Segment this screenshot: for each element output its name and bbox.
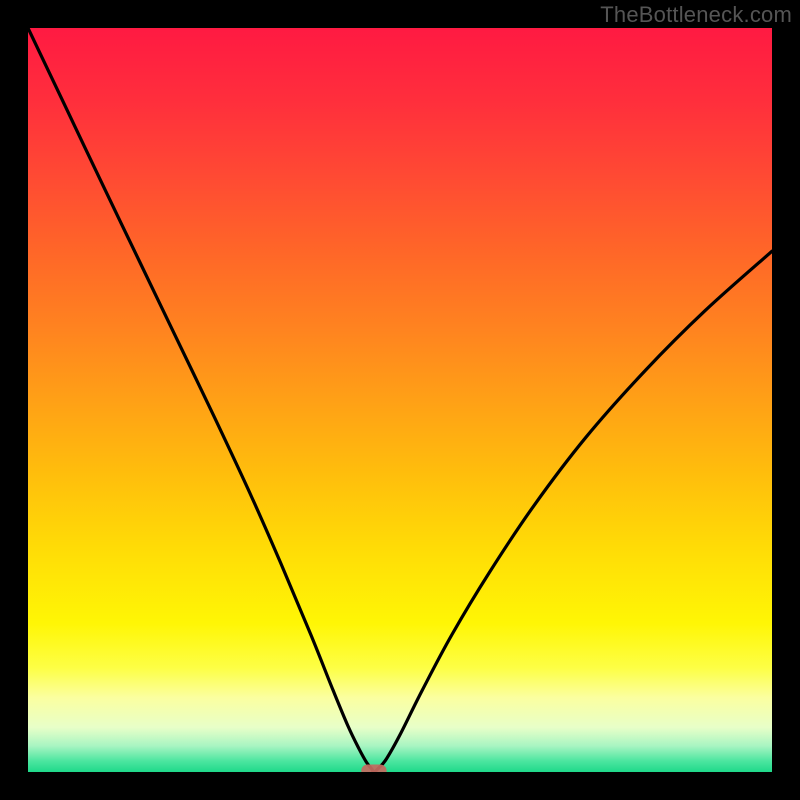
optimum-marker <box>361 765 386 772</box>
gradient-background <box>28 28 772 772</box>
watermark-text: TheBottleneck.com <box>600 2 792 28</box>
bottleneck-chart <box>28 28 772 772</box>
chart-svg <box>28 28 772 772</box>
